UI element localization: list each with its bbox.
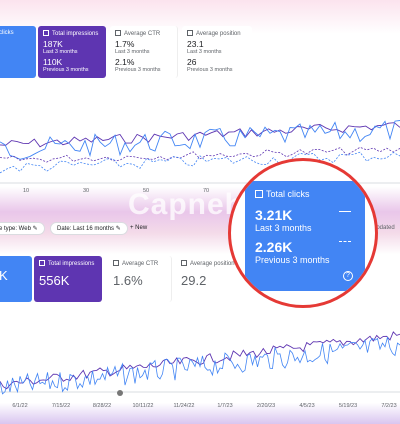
chip-text: Date: Last 16 months	[57, 226, 115, 232]
checkbox	[39, 260, 45, 266]
checkbox	[187, 30, 193, 36]
updated-text: Updated	[372, 225, 395, 231]
trace-line	[0, 337, 400, 395]
card-title: Total impressions	[48, 261, 95, 267]
checkbox	[43, 30, 49, 36]
x-label: 7/2/23	[381, 403, 396, 409]
checkbox	[181, 260, 187, 266]
card-title: Average position	[190, 261, 235, 267]
checkbox	[255, 190, 263, 198]
trace-line	[0, 331, 400, 390]
x-label: 10	[23, 188, 29, 194]
card-label: Previous 3 months	[187, 67, 233, 73]
annotation-dot	[117, 390, 123, 396]
x-label: 1/7/23	[217, 403, 232, 409]
x-label: 11/24/22	[173, 403, 194, 409]
x-label: 10/11/22	[132, 403, 153, 409]
card-value: 110K	[43, 57, 63, 67]
x-label: 30	[83, 188, 89, 194]
card-value: 3.21K	[255, 207, 293, 223]
trace-line	[0, 146, 400, 163]
help-icon[interactable]: ?	[343, 271, 353, 281]
zoom-circle: Total clicks 3.21K Last 3 months 2.26K P…	[228, 158, 378, 308]
x-label: 4/5/23	[299, 403, 314, 409]
card-label: Last 3 months	[43, 49, 78, 55]
metric-card[interactable]: Average position 29.2	[176, 256, 240, 302]
card-label: Previous 3 months	[255, 255, 330, 265]
new-button[interactable]: + New	[130, 225, 148, 231]
card-value: 23.1	[187, 39, 204, 49]
legend-dashed	[339, 241, 351, 242]
card-title: Total clicks	[266, 189, 310, 199]
card-title: Average position	[196, 31, 241, 37]
trace-line	[0, 122, 400, 148]
card-value: 1.6%	[113, 273, 143, 288]
card-label: Last 3 months	[115, 49, 150, 55]
card-value: 29.2	[181, 273, 207, 288]
card-title: clicks	[0, 30, 14, 36]
checkbox	[113, 260, 119, 266]
button-text: New	[135, 225, 148, 231]
card-title: Average CTR	[124, 31, 161, 37]
x-label: 50	[143, 188, 149, 194]
legend-solid	[339, 211, 351, 212]
x-label: 8/28/22	[93, 403, 111, 409]
x-label: 5/19/23	[339, 403, 357, 409]
filter-chip[interactable]: e type: Web ✎	[0, 222, 45, 235]
card-title: Total impressions	[52, 31, 99, 37]
card-title: Average CTR	[122, 261, 159, 267]
card-label: Last 3 months	[187, 49, 222, 55]
x-label: 2/20/23	[257, 403, 275, 409]
metric-card[interactable]: Average position 23.1 Last 3 months 26 Pre…	[182, 26, 252, 78]
watermark: Capneh	[128, 188, 245, 221]
card-label: Previous 3 months	[43, 67, 89, 73]
zoom-card[interactable]: Total clicks 3.21K Last 3 months 2.26K P…	[245, 181, 365, 291]
x-label: 70	[203, 188, 209, 194]
card-value: K	[0, 268, 8, 283]
metric-card[interactable]: K	[0, 256, 32, 302]
x-label: 6/1/22	[12, 403, 27, 409]
trace-line	[0, 120, 400, 160]
card-value: 26	[187, 57, 197, 67]
metric-card[interactable]: Total impressions 556K	[34, 256, 102, 302]
card-value: 187K	[43, 39, 63, 49]
card-value: 2.1%	[115, 57, 135, 67]
chip-text: e type: Web	[0, 226, 31, 232]
card-label: Last 3 months	[255, 223, 312, 233]
metric-card[interactable]: Total impressions 187K Last 3 months 110K…	[38, 26, 106, 78]
card-value: 1.7%	[115, 39, 135, 49]
card-value: 556K	[39, 273, 70, 288]
metric-card[interactable]: clicks	[0, 26, 36, 78]
card-value: 2.26K	[255, 239, 293, 255]
line-group	[0, 120, 400, 395]
trace-line	[0, 151, 400, 174]
metric-card[interactable]: Average CTR 1.6%	[108, 256, 172, 302]
metric-card[interactable]: Average CTR 1.7% Last 3 months 2.1% Previo…	[110, 26, 178, 78]
filter-chip[interactable]: Date: Last 16 months ✎	[50, 222, 128, 235]
x-label: 7/15/22	[52, 403, 70, 409]
card-label: Previous 3 months	[115, 67, 161, 73]
checkbox	[115, 30, 121, 36]
